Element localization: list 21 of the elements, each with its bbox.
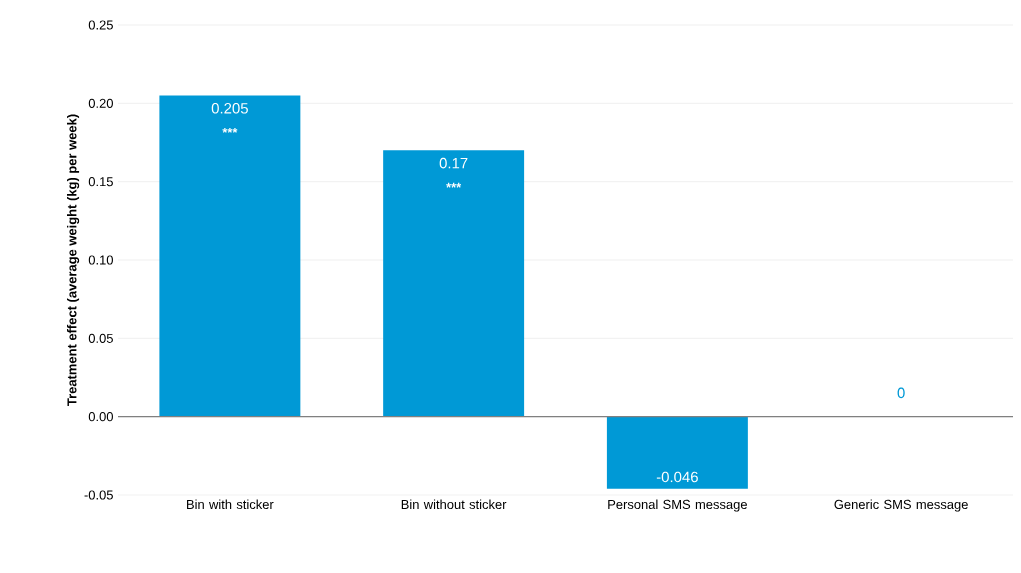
- data-label: 0.17: [439, 157, 468, 169]
- x-tick-label: Bin without sticker: [401, 499, 507, 510]
- bar: [159, 95, 301, 417]
- annotation: ***: [222, 128, 238, 133]
- y-axis-title: Treatment effect (average weight (kg) per week): [67, 114, 80, 406]
- y-tick-label: 0.20: [88, 98, 113, 108]
- data-label: 0: [897, 387, 905, 399]
- y-tick-label: -0.05: [84, 490, 113, 500]
- data-label: -0.046: [656, 471, 698, 483]
- y-tick-label: 0.05: [88, 333, 113, 343]
- y-tick-label: 0.10: [88, 255, 113, 265]
- y-tick-label: 0.15: [88, 177, 113, 187]
- y-tick-label: 0.00: [88, 412, 113, 422]
- x-tick-label: Personal SMS message: [608, 499, 747, 512]
- bar: [606, 416, 748, 489]
- y-tick-label: 0.25: [88, 20, 113, 30]
- x-tick-label: Bin with sticker: [187, 499, 274, 510]
- bar: [383, 150, 525, 417]
- data-label: 0.205: [211, 103, 248, 114]
- annotation: ***: [446, 182, 462, 188]
- x-tick-label: Generic SMS message: [834, 499, 968, 512]
